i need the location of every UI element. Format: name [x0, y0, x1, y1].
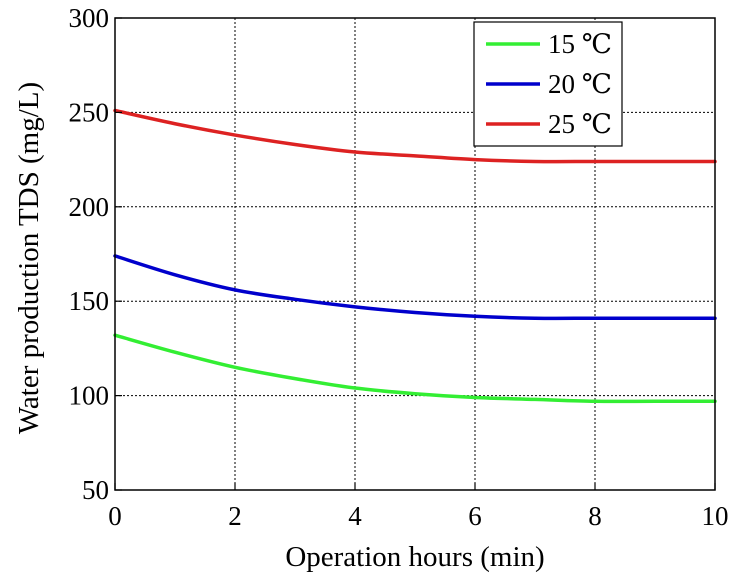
x-tick-label: 2 [228, 501, 242, 531]
x-tick-label: 8 [588, 501, 602, 531]
plot-frame [114, 17, 716, 491]
x-tick-label: 6 [468, 501, 482, 531]
x-tick-label: 4 [348, 501, 362, 531]
series-line-2 [113, 254, 717, 321]
legend-label-1: 15 ℃ [548, 29, 612, 59]
x-tick-label: 0 [108, 501, 122, 531]
y-tick-label: 250 [69, 97, 110, 127]
y-axis-title: Water production TDS (mg/L) [13, 82, 45, 434]
series-line-3 [113, 108, 717, 164]
legend: 15 ℃ 20 ℃ 25 ℃ [473, 21, 623, 147]
axis-ticks: 0 2 4 6 8 10 50 100 150 200 250 300 [69, 3, 729, 531]
series-line-1 [113, 333, 717, 404]
y-tick-label: 100 [69, 381, 110, 411]
y-tick-label: 200 [69, 192, 110, 222]
series-lines [113, 108, 717, 404]
y-tick-label: 150 [69, 286, 110, 316]
x-axis-title: Operation hours (min) [285, 541, 544, 573]
y-tick-label: 300 [69, 3, 110, 33]
legend-label-3: 25 ℃ [548, 109, 612, 139]
x-tick-label: 10 [702, 501, 729, 531]
y-tick-label: 50 [82, 475, 109, 505]
legend-label-2: 20 ℃ [548, 69, 612, 99]
grid-lines [115, 18, 715, 490]
